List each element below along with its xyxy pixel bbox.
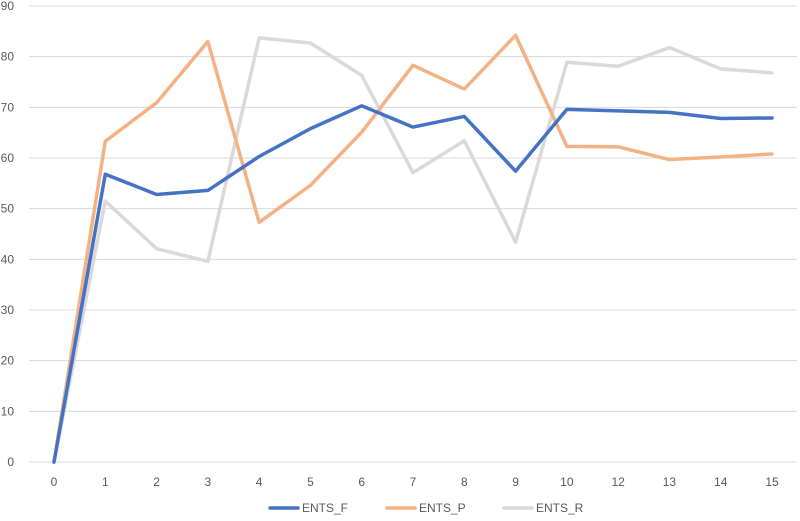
gridlines [29,5,797,463]
legend-label: ENTS_F [302,501,348,515]
y-tick-label: 30 [1,303,15,317]
y-tick-label: 40 [1,252,15,266]
y-tick-label: 90 [1,0,15,13]
x-tick-label: 2 [153,475,160,489]
x-tick-label: 3 [205,475,212,489]
legend-item-ents-f: ENTS_F [268,501,348,515]
y-axis-tick-labels: 0 10 20 30 40 50 60 70 80 90 [1,0,15,469]
x-tick-label: 5 [307,475,314,489]
x-tick-label: 15 [765,475,779,489]
legend-item-ents-p: ENTS_P [385,501,466,515]
x-tick-label: 7 [410,475,417,489]
legend-item-ents-r: ENTS_R [502,501,584,515]
x-tick-label: 1 [102,475,109,489]
series-lines [52,33,774,464]
x-tick-label: 10 [560,475,574,489]
y-tick-label: 10 [1,404,15,418]
legend-label: ENTS_P [419,501,466,515]
y-tick-label: 0 [7,455,14,469]
y-tick-label: 20 [1,354,15,368]
x-tick-label: 13 [663,475,677,489]
legend: ENTS_F ENTS_P ENTS_R [268,501,584,515]
series-line-ents-r [52,36,774,464]
x-tick-label: 0 [51,475,58,489]
x-tick-label: 6 [358,475,365,489]
y-tick-label: 80 [1,50,15,64]
y-tick-label: 50 [1,202,15,216]
x-tick-label: 4 [256,475,263,489]
series-line-ents-f [52,104,774,464]
x-tick-label: 8 [461,475,468,489]
x-tick-label: 14 [714,475,728,489]
x-axis-tick-labels: 0 1 2 3 4 5 6 7 8 9 10 12 13 14 15 [51,475,779,489]
y-tick-label: 60 [1,151,15,165]
y-tick-label: 70 [1,100,15,114]
series-line-ents-p [52,33,774,464]
x-tick-label: 9 [512,475,519,489]
x-tick-label: 12 [611,475,625,489]
legend-label: ENTS_R [536,501,584,515]
